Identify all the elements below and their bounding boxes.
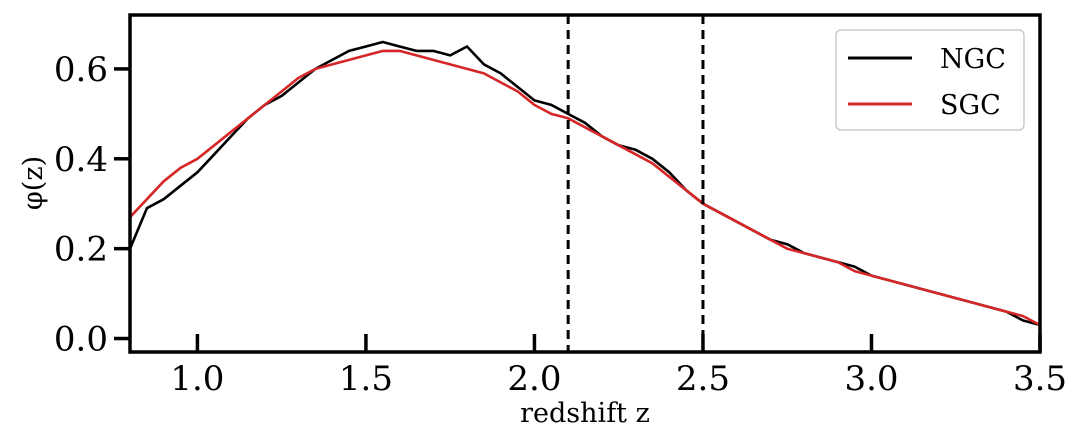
- legend: NGC SGC: [835, 29, 1025, 131]
- x-tick-label: 1.5: [339, 359, 393, 399]
- legend-label-sgc: SGC: [940, 90, 1001, 121]
- y-axis: 0.0 0.2 0.4 0.6: [54, 50, 130, 360]
- x-tick-label: 1.0: [170, 359, 224, 399]
- x-tick-label: 3.5: [1013, 359, 1067, 399]
- plot-frame: [128, 13, 1042, 354]
- y-tick-label: 0.2: [54, 230, 108, 270]
- x-axis: 1.0 1.5 2.0 2.5 3.0 3.5: [170, 334, 1067, 399]
- x-tick-label: 3.0: [844, 359, 898, 399]
- plot-area: [128, 15, 1041, 352]
- y-tick-label: 0.0: [54, 320, 108, 360]
- y-tick-label: 0.4: [54, 140, 108, 180]
- y-tick-label: 0.6: [54, 50, 108, 90]
- x-tick-label: 2.5: [676, 359, 730, 399]
- y-axis-label: φ(z): [18, 156, 49, 210]
- x-axis-label: redshift z: [520, 398, 650, 429]
- x-tick-label: 2.0: [507, 359, 561, 399]
- series-line-sgc: [129, 49, 1041, 327]
- legend-label-ngc: NGC: [940, 44, 1006, 75]
